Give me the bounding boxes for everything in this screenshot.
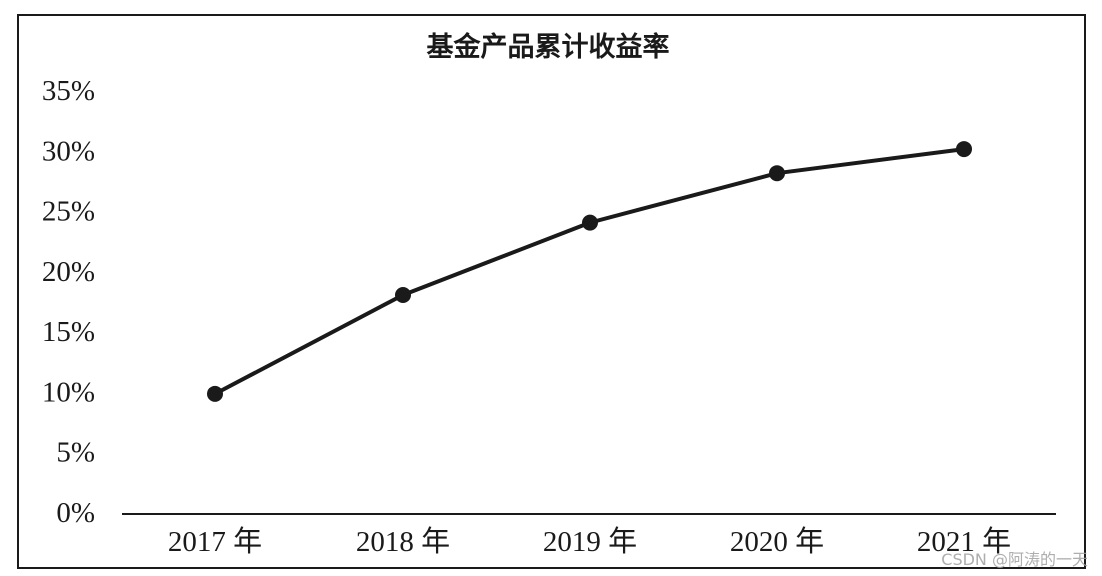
chart-title: 基金产品累计收益率: [427, 31, 670, 63]
data-point: [207, 385, 223, 402]
x-tick-label: 2019 年: [543, 525, 637, 558]
x-axis-ticks: 2017 年 2018 年 2019 年 2020 年 2021 年: [168, 525, 1011, 558]
y-axis-ticks: 0% 5% 10% 15% 20% 25% 30% 35%: [42, 75, 95, 529]
y-tick-label: 35%: [42, 75, 95, 107]
x-tick-label: 2021 年: [917, 525, 1011, 558]
series-markers: [207, 141, 972, 402]
y-tick-label: 20%: [42, 256, 95, 288]
data-point: [582, 214, 598, 231]
watermark: CSDN @阿涛的一天: [941, 550, 1088, 569]
y-tick-label: 10%: [42, 376, 95, 408]
y-tick-label: 25%: [42, 196, 95, 228]
data-point: [769, 165, 785, 182]
y-tick-label: 5%: [56, 437, 95, 469]
x-tick-label: 2018 年: [356, 525, 450, 558]
series-line: [214, 147, 965, 396]
chart-frame: [17, 14, 1086, 569]
data-point: [395, 286, 411, 303]
data-point: [956, 141, 972, 158]
x-tick-label: 2017 年: [168, 525, 262, 558]
y-tick-label: 15%: [42, 316, 95, 348]
y-tick-label: 30%: [42, 135, 95, 167]
y-tick-label: 0%: [56, 497, 95, 529]
x-tick-label: 2020 年: [730, 525, 824, 558]
